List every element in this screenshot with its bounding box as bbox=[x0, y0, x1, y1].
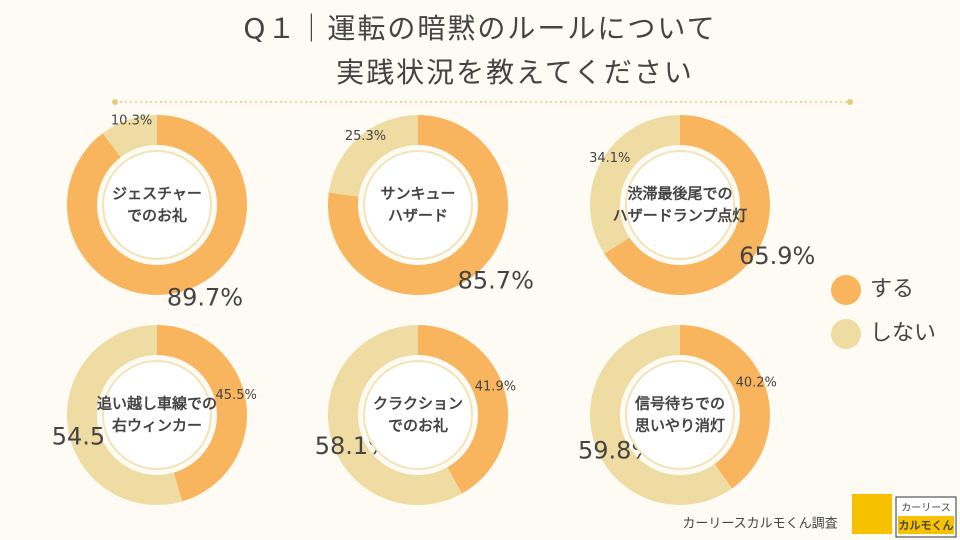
title-line: Q１｜運転の暗黙のルールについて bbox=[243, 12, 716, 45]
center-label: でのお礼 bbox=[127, 207, 187, 225]
legend-label: する bbox=[870, 277, 914, 302]
legend-swatch bbox=[831, 275, 861, 305]
donut-slice bbox=[328, 115, 509, 295]
value-label: 45.5% bbox=[216, 388, 257, 403]
donut-hole-ring bbox=[363, 150, 473, 260]
value-label: 41.9% bbox=[475, 379, 516, 394]
donut-slice bbox=[157, 325, 248, 502]
donut-slice bbox=[67, 325, 183, 505]
center-label: 右ウィンカー bbox=[112, 417, 202, 435]
value-label: 10.3% bbox=[111, 114, 152, 129]
center-label: サンキュー bbox=[380, 185, 455, 203]
center-label: ジェスチャー bbox=[112, 185, 202, 203]
logo-text: カーリース bbox=[901, 502, 951, 514]
donut-hole-ring bbox=[102, 150, 212, 260]
center-label: ハザードランプ点灯 bbox=[613, 207, 748, 225]
value-label: 40.2% bbox=[736, 375, 777, 390]
value-label: 89.7% bbox=[167, 283, 243, 311]
center-label: ハザード bbox=[388, 207, 448, 225]
center-label: 信号待ちでの bbox=[634, 395, 725, 413]
donut-hole-ring bbox=[102, 360, 212, 470]
donut-hole-ring bbox=[363, 360, 473, 470]
donut-slice bbox=[328, 115, 418, 197]
legend-swatch bbox=[831, 319, 861, 349]
value-label: 65.9% bbox=[739, 242, 815, 270]
center-label: でのお礼 bbox=[388, 417, 448, 435]
title-line: 実践状況を教えてください bbox=[336, 56, 694, 89]
donut-slice bbox=[590, 115, 680, 254]
donut-hole-ring bbox=[625, 360, 735, 470]
logo-icon bbox=[852, 494, 892, 534]
donut-slice bbox=[67, 115, 247, 295]
center-label: 追い越し車線での bbox=[97, 395, 217, 413]
center-label: クラクション bbox=[373, 395, 463, 413]
logo-band bbox=[898, 516, 954, 534]
value-label: 34.1% bbox=[589, 151, 630, 166]
center-label: 思いやり消灯 bbox=[635, 417, 725, 435]
donut-slice bbox=[680, 325, 771, 489]
donut-hole-ring bbox=[625, 150, 735, 260]
donut-slice bbox=[328, 325, 462, 506]
donut-slice bbox=[604, 115, 770, 295]
value-label: 25.3% bbox=[345, 129, 386, 144]
divider-dot bbox=[847, 99, 853, 105]
source: カーリースカルモくん調査 bbox=[682, 517, 837, 532]
divider-dot bbox=[112, 99, 118, 105]
center-label: 渋滞最後尾での bbox=[627, 185, 732, 203]
donut-slice bbox=[418, 325, 508, 494]
donut-slice bbox=[102, 115, 157, 158]
donut-slice bbox=[590, 325, 732, 505]
legend-label: しない bbox=[870, 321, 936, 346]
value-label: 85.7% bbox=[458, 266, 534, 294]
logo-text: カルモくん bbox=[899, 519, 954, 532]
